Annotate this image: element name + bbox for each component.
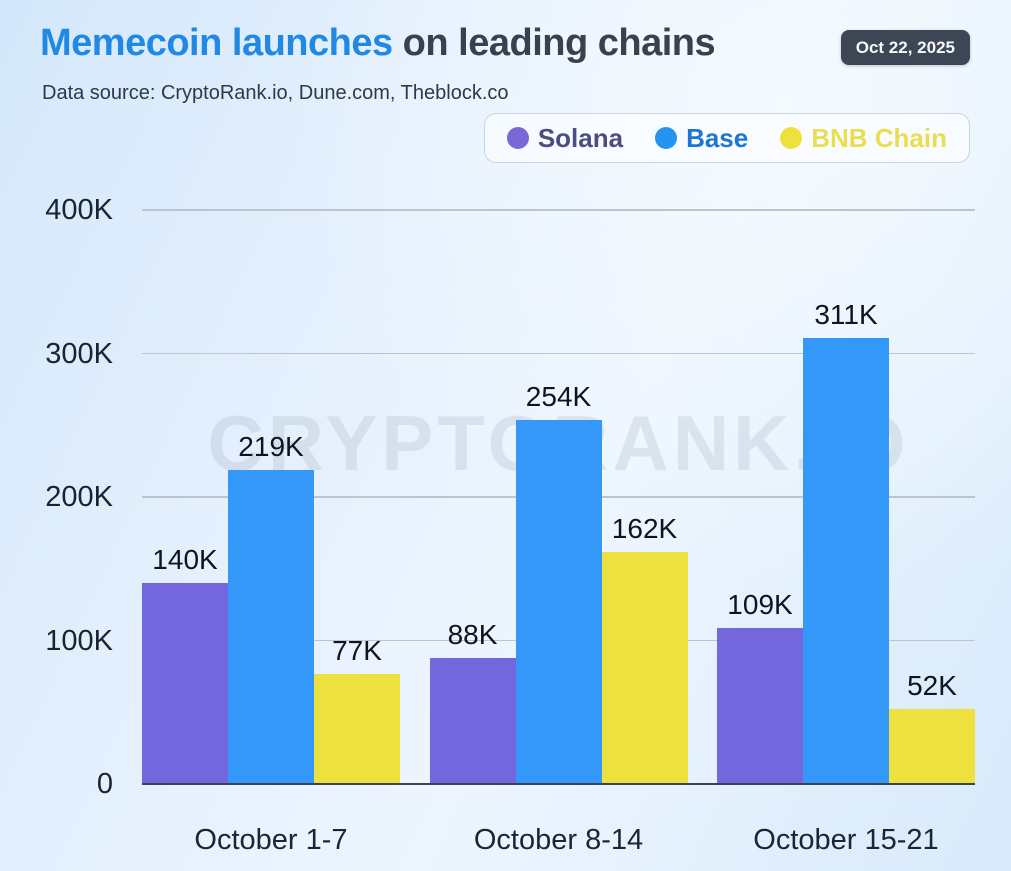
bar-value-label: 109K <box>727 588 793 620</box>
bar-solana-2: 88K <box>429 619 516 784</box>
legend-dot-icon <box>506 127 529 149</box>
bar-value-label: 311K <box>814 298 878 330</box>
bar-bnb-chain-2: 162K <box>601 513 688 784</box>
legend-item-bnb-chain: BNB Chain <box>780 123 947 154</box>
bar-bnb-chain-1: 77K <box>314 635 400 784</box>
bar-base-3: 311K <box>803 299 889 784</box>
bar-value-label: 52K <box>907 670 957 702</box>
bar-solana-3: 109K <box>717 589 803 784</box>
legend-label: Base <box>686 122 749 153</box>
legend-label: Solana <box>537 122 624 153</box>
bar-group-2: 88K 254K 162K <box>429 210 688 784</box>
x-axis-label-3: October 15-21 <box>753 824 939 856</box>
y-tick-label-100k: 100K <box>45 624 113 657</box>
y-axis: 0 100K 200K 300K 400K <box>0 0 113 871</box>
gridline-400k <box>142 209 975 211</box>
x-axis-labels: October 1-7 October 8-14 October 15-21 <box>142 824 975 857</box>
bar-bnb-chain-3: 52K <box>889 670 975 784</box>
y-tick-label-300k: 300K <box>45 337 113 370</box>
page-title-rest: on leading chains <box>392 22 716 64</box>
bar-group-1: 140K 219K 77K <box>142 210 400 784</box>
legend-dot-icon <box>780 127 803 149</box>
bar-base-1: 219K <box>228 431 314 784</box>
y-tick-label-0: 0 <box>96 768 113 800</box>
legend-item-solana: Solana <box>506 122 624 154</box>
plot-area: 140K 219K 77K 88K 254K 162K 109K 311K 52K <box>142 209 975 785</box>
page-title: Memecoin launches on leading chains <box>40 22 716 65</box>
x-axis-line <box>142 782 975 785</box>
legend-dot-icon <box>655 127 678 149</box>
bar-value-label: 254K <box>525 380 592 412</box>
data-source-text: Data source: CryptoRank.io, Dune.com, Th… <box>42 82 509 104</box>
y-tick-label-400k: 400K <box>45 194 113 226</box>
chart-legend: Solana Base BNB Chain <box>483 113 970 163</box>
bar-groups: 140K 219K 77K 88K 254K 162K 109K 311K 52K <box>142 210 975 784</box>
date-badge: Oct 22, 2025 <box>840 30 970 65</box>
gridline-300k <box>142 352 975 355</box>
bar-group-3: 109K 311K 52K <box>717 210 975 784</box>
bar-value-label: 88K <box>447 618 498 650</box>
legend-item-base: Base <box>655 123 748 154</box>
bar-value-label: 140K <box>152 544 218 576</box>
x-axis-label-2: October 8-14 <box>473 824 644 856</box>
bar-value-label: 77K <box>332 634 382 666</box>
y-tick-label-200k: 200K <box>45 481 113 513</box>
bar-value-label: 219K <box>238 430 304 462</box>
bar-solana-1: 140K <box>142 544 228 784</box>
bar-value-label: 162K <box>611 512 678 544</box>
x-axis-label-1: October 1-7 <box>194 824 348 856</box>
page-title-highlight: Memecoin launches <box>40 22 393 64</box>
bar-base-2: 254K <box>515 381 602 784</box>
legend-label: BNB Chain <box>811 122 947 153</box>
